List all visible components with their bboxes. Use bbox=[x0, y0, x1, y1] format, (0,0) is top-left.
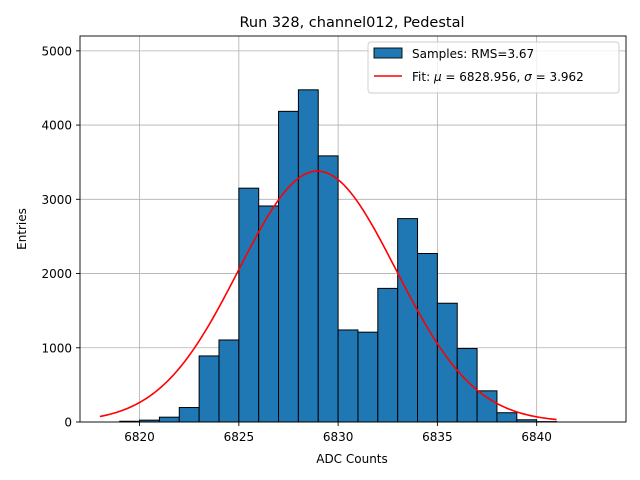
y-tick-label: 5000 bbox=[41, 44, 72, 58]
histogram-bar bbox=[496, 412, 518, 423]
histogram-bar bbox=[238, 187, 260, 423]
histogram-bar bbox=[476, 390, 498, 423]
legend-mu-symbol: μ bbox=[433, 70, 442, 84]
histogram-bar bbox=[198, 355, 220, 423]
legend: Samples: RMS=3.67 Fit: μ = 6828.956, σ =… bbox=[367, 41, 620, 94]
legend-histogram-swatch bbox=[373, 47, 403, 59]
x-tick-label: 6840 bbox=[521, 430, 552, 444]
histogram-bar bbox=[337, 329, 359, 423]
x-tick-label: 6825 bbox=[224, 430, 255, 444]
histogram-bar bbox=[178, 407, 200, 423]
histogram-bar bbox=[258, 205, 280, 423]
fit-curve bbox=[99, 170, 557, 421]
legend-sigma-value: = 3.962 bbox=[532, 70, 584, 84]
histogram-bar bbox=[218, 339, 240, 423]
histogram-bar bbox=[397, 218, 419, 423]
legend-fit-label: Fit: μ = 6828.956, σ = 3.962 bbox=[412, 70, 584, 84]
x-axis-ticks: 6820 6825 6830 6835 6840 bbox=[124, 422, 552, 444]
chart-title: Run 328, channel012, Pedestal bbox=[239, 15, 464, 31]
histogram-bar bbox=[456, 348, 478, 423]
legend-histogram-label: Samples: RMS=3.67 bbox=[412, 47, 534, 61]
x-tick-label: 6830 bbox=[323, 430, 354, 444]
y-tick-label: 3000 bbox=[41, 193, 72, 207]
histogram-bar bbox=[317, 155, 339, 423]
x-tick-label: 6820 bbox=[124, 430, 155, 444]
legend-mu-value: = 6828.956, bbox=[442, 70, 525, 84]
histogram-bar bbox=[377, 287, 399, 423]
x-axis-label: ADC Counts bbox=[316, 452, 388, 466]
y-axis-ticks: 0 1000 2000 3000 4000 5000 bbox=[41, 44, 80, 430]
y-tick-label: 4000 bbox=[41, 119, 72, 133]
legend-box bbox=[367, 41, 620, 94]
legend-sigma-symbol: σ bbox=[524, 70, 532, 84]
histogram-bar bbox=[278, 110, 299, 423]
y-axis-label: Entries bbox=[15, 208, 29, 250]
x-tick-label: 6835 bbox=[422, 430, 453, 444]
y-tick-label: 2000 bbox=[41, 267, 72, 281]
histogram-bar bbox=[158, 416, 180, 423]
histogram-bar bbox=[436, 302, 458, 423]
histogram-bar bbox=[357, 331, 379, 423]
histogram-bars bbox=[119, 89, 558, 423]
plot-frame bbox=[79, 35, 627, 423]
legend-fit-prefix: Fit: bbox=[412, 70, 434, 84]
y-tick-label: 1000 bbox=[41, 341, 72, 355]
histogram-bar bbox=[297, 89, 319, 423]
y-tick-label: 0 bbox=[64, 416, 72, 430]
